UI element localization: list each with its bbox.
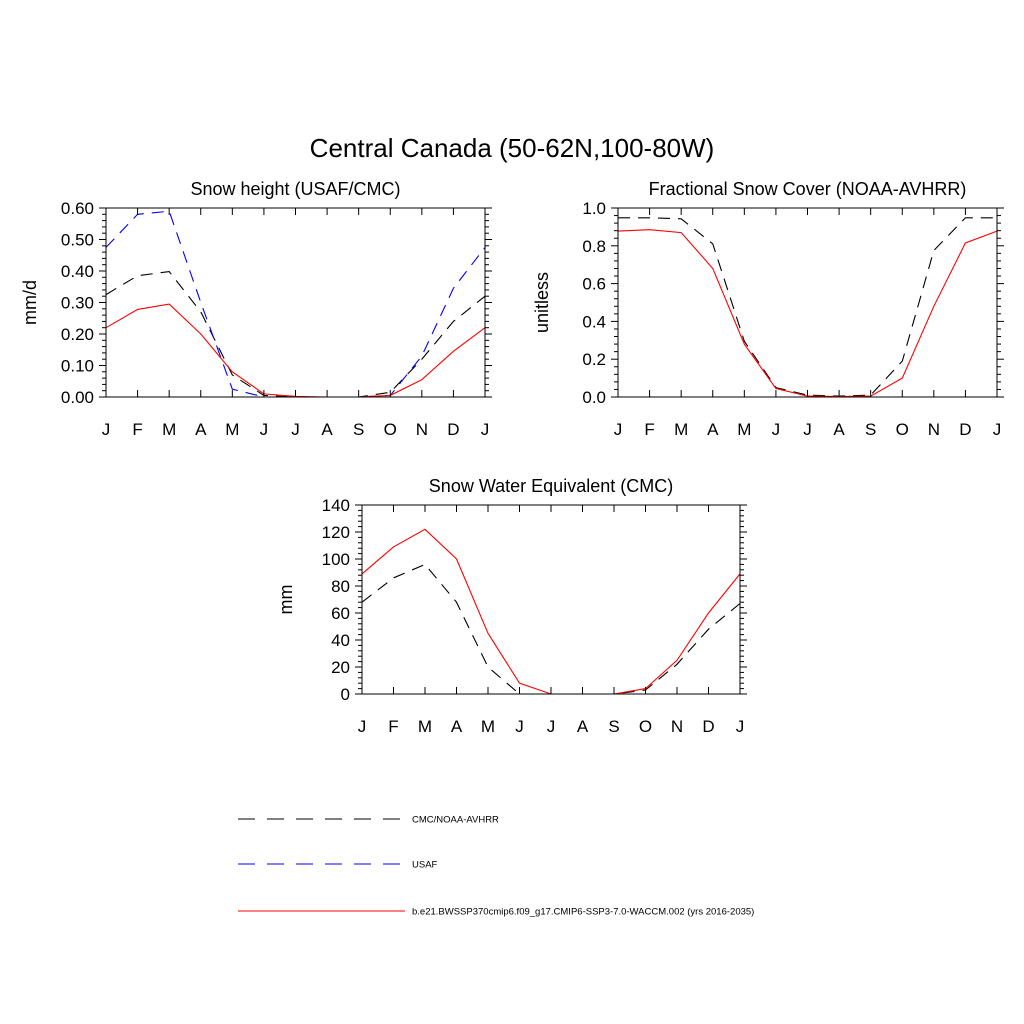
x-tick-label: J (547, 717, 556, 736)
x-tick-label: A (321, 420, 333, 439)
x-tick-label: J (102, 420, 111, 439)
x-tick-label: F (132, 420, 142, 439)
chart-panel-3: Snow Water Equivalent (CMC)mmJ F M A M J J A S O N… (276, 476, 747, 736)
x-tick-label: A (577, 717, 589, 736)
series-line-2 (617, 229, 998, 398)
y-tick-label: 40 (331, 631, 350, 650)
panel-title: Snow Water Equivalent (CMC) (429, 476, 673, 496)
x-tick-label: M (162, 420, 176, 439)
series-line-2 (361, 528, 741, 695)
x-tick-label: O (896, 420, 909, 439)
y-tick-label: 60 (331, 604, 350, 623)
y-tick-label: 0.2 (582, 350, 606, 369)
x-tick-label: M (418, 717, 432, 736)
x-tick-label: J (993, 420, 1002, 439)
x-tick-label: S (608, 717, 619, 736)
chart-panel-1: Snow height (USAF/CMC)mm/dJ F M A M J J A S O N D J0… (20, 179, 492, 439)
x-tick-label: J (291, 420, 300, 439)
x-tick-label: D (959, 420, 971, 439)
chart-panel-2: Fractional Snow Cover (NOAA-AVHRR) unitle… (532, 179, 1004, 439)
series-line-2 (105, 210, 486, 398)
x-tick-label: S (865, 420, 876, 439)
legend-item: CMC/NOAA-AVHRR (238, 815, 499, 826)
series-line-3 (105, 303, 486, 398)
y-axis-label: unitless (532, 272, 552, 333)
x-tick-label: J (358, 717, 367, 736)
x-tick-label: N (416, 420, 428, 439)
y-axis-label: mm (276, 585, 296, 615)
y-tick-label: 0.6 (582, 275, 606, 294)
legend-label: b.e21.BWSSP370cmip6.f09_g17.CMIP6-SSP3-7… (412, 907, 754, 918)
y-tick-label: 0.40 (61, 262, 94, 281)
x-tick-label: F (388, 717, 398, 736)
x-tick-label: J (260, 420, 269, 439)
y-tick-label: 0.0 (582, 388, 606, 407)
legend-label: CMC/NOAA-AVHRR (412, 815, 499, 826)
x-tick-label: M (737, 420, 751, 439)
x-tick-label: D (702, 717, 714, 736)
y-tick-label: 1.0 (582, 199, 606, 218)
x-tick-label: J (515, 717, 524, 736)
y-tick-label: 0.50 (61, 231, 94, 250)
legend: CMC/NOAA-AVHRR USAF b.e21.BWSSP370cmip6.f0… (238, 815, 754, 918)
x-tick-label: N (928, 420, 940, 439)
x-tick-label: M (674, 420, 688, 439)
x-tick-label: A (707, 420, 719, 439)
x-tick-label: J (772, 420, 781, 439)
series-group (105, 210, 486, 398)
y-tick-label: 0.00 (61, 388, 94, 407)
legend-item: USAF (238, 860, 438, 871)
x-tick-label: N (671, 717, 683, 736)
chart-panels: Snow height (USAF/CMC)mm/dJ F M A M J J A S O N D J0… (20, 179, 1004, 736)
y-tick-label: 20 (331, 658, 350, 677)
series-line-1 (361, 563, 741, 695)
x-tick-label: O (384, 420, 397, 439)
x-tick-label: J (481, 420, 490, 439)
y-tick-label: 100 (322, 550, 350, 569)
panel-title: Snow height (USAF/CMC) (190, 179, 400, 199)
y-tick-label: 80 (331, 577, 350, 596)
y-tick-label: 0.10 (61, 357, 94, 376)
y-tick-label: 0.4 (582, 312, 606, 331)
figure-title: Central Canada (50-62N,100-80W) (310, 133, 715, 163)
legend-label: USAF (412, 860, 438, 871)
x-tick-label: J (736, 717, 745, 736)
series-group (617, 217, 998, 398)
x-tick-label: O (639, 717, 652, 736)
x-tick-label: A (195, 420, 207, 439)
y-tick-label: 0.8 (582, 237, 606, 256)
series-group (361, 528, 741, 695)
x-tick-label: F (644, 420, 654, 439)
y-tick-label: 0.20 (61, 325, 94, 344)
x-tick-label: M (225, 420, 239, 439)
x-tick-label: S (353, 420, 364, 439)
x-tick-label: J (614, 420, 623, 439)
plot-frame (105, 207, 486, 398)
x-tick-label: D (447, 420, 459, 439)
y-tick-label: 0.30 (61, 294, 94, 313)
legend-item: b.e21.BWSSP370cmip6.f09_g17.CMIP6-SSP3-7… (238, 907, 754, 918)
series-line-1 (618, 217, 997, 397)
y-axis-label: mm/d (20, 280, 40, 325)
y-tick-label: 120 (322, 523, 350, 542)
y-tick-label: 140 (322, 496, 350, 515)
panel-title: Fractional Snow Cover (NOAA-AVHRR) (649, 179, 967, 199)
y-tick-label: 0 (341, 685, 350, 704)
x-tick-label: A (833, 420, 845, 439)
series-line-1 (105, 271, 486, 398)
x-tick-label: A (451, 717, 463, 736)
x-tick-label: J (803, 420, 812, 439)
y-tick-label: 0.60 (61, 199, 94, 218)
plot-frame (617, 207, 998, 398)
x-tick-label: M (481, 717, 495, 736)
